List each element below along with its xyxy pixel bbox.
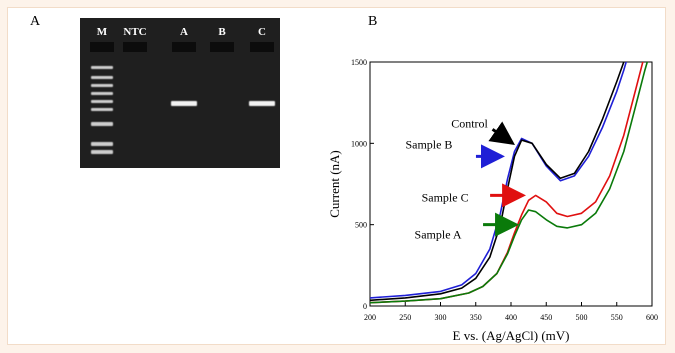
y-tick-label: 1000 — [351, 139, 367, 148]
gel-ladder-band — [91, 142, 113, 146]
x-tick-label: 200 — [364, 313, 376, 322]
x-tick-label: 550 — [611, 313, 623, 322]
x-tick-label: 450 — [540, 313, 552, 322]
y-tick-label: 1500 — [351, 58, 367, 67]
gel-ladder-band — [91, 150, 113, 154]
x-tick-label: 250 — [399, 313, 411, 322]
gel-lane-label: B — [218, 26, 226, 38]
gel-band — [249, 101, 275, 106]
x-tick-label: 600 — [646, 313, 658, 322]
x-axis-label: E vs. (Ag/AgCl) (mV) — [453, 328, 570, 343]
gel-well — [123, 42, 147, 52]
gel-lane-label: C — [258, 26, 266, 38]
gel-lane-label: NTC — [123, 26, 146, 38]
annotation-label: Control — [451, 116, 488, 130]
gel-well — [210, 42, 234, 52]
gel-well — [250, 42, 274, 52]
gel-image: M NTC A B C — [80, 18, 280, 168]
annotation-label: Sample B — [405, 137, 452, 151]
gel-lane-label: A — [180, 26, 188, 38]
gel-well — [172, 42, 196, 52]
panel-label-a: A — [30, 14, 41, 29]
gel-ladder-band — [91, 84, 113, 87]
x-tick-label: 400 — [505, 313, 517, 322]
gel-ladder-band — [91, 76, 113, 79]
gel-ladder-band — [91, 122, 113, 126]
series-line — [370, 62, 649, 304]
y-tick-label: 0 — [363, 302, 367, 311]
y-tick-label: 500 — [355, 221, 367, 230]
annotation-label: Sample C — [422, 190, 469, 204]
gel-ladder-band — [91, 108, 113, 111]
x-tick-label: 500 — [576, 313, 588, 322]
y-axis-label: Current (nA) — [327, 150, 342, 218]
panel-label-b: B — [368, 14, 378, 29]
voltammogram-plot: 200 250 300 350 400 450 500 550 600050010001500 … — [327, 58, 658, 343]
series-line — [370, 62, 625, 302]
x-tick-label: 350 — [470, 313, 482, 322]
annotation-arrow — [488, 121, 515, 146]
gel-ladder-band — [91, 66, 113, 69]
gel-well — [90, 42, 114, 52]
gel-lane-label: M — [97, 26, 108, 38]
gel-band — [171, 101, 197, 106]
gel-ladder-band — [91, 100, 113, 103]
x-tick-label: 300 — [435, 313, 447, 322]
gel-ladder-band — [91, 92, 113, 95]
annotation-label: Sample A — [415, 228, 462, 242]
